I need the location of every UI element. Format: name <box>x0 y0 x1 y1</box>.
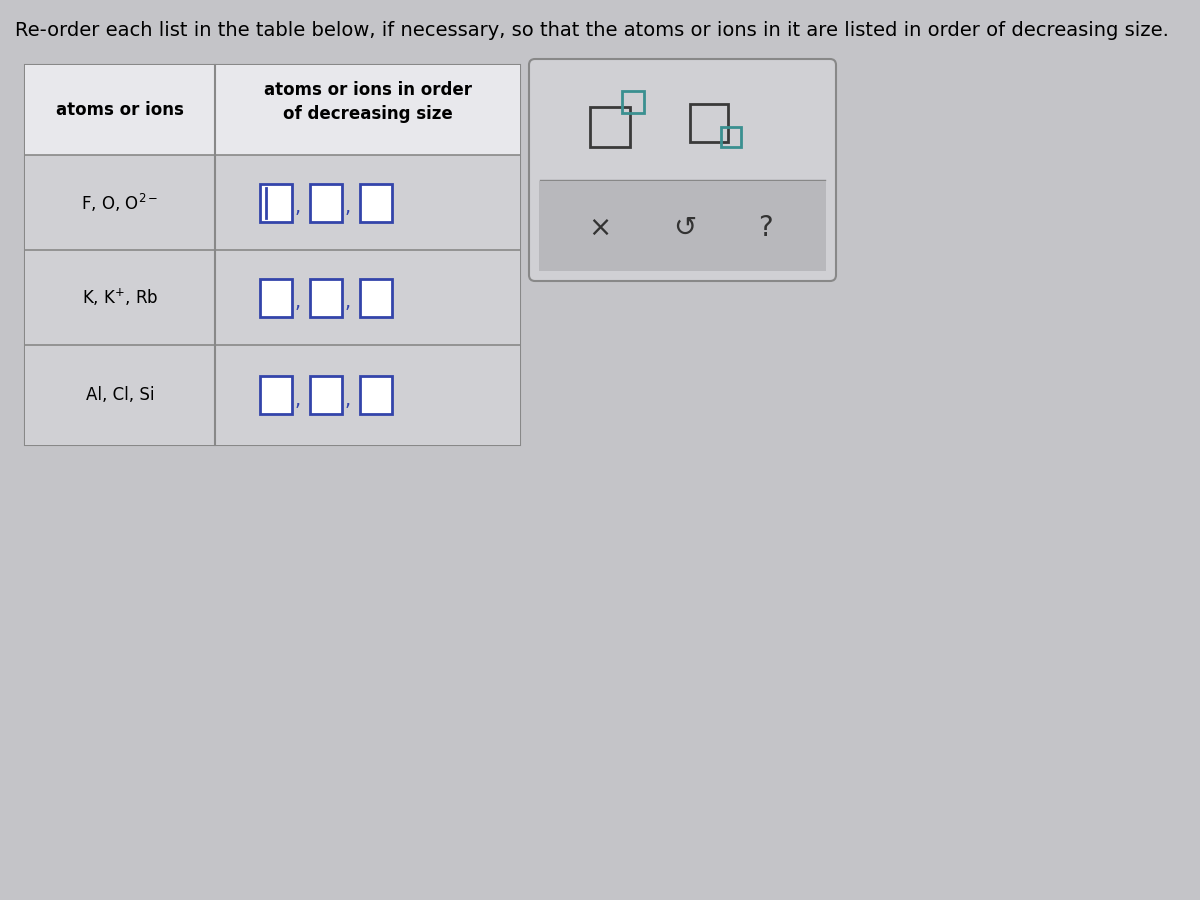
Bar <box>590 106 630 147</box>
Text: ,: , <box>295 391 301 410</box>
Text: ?: ? <box>757 213 773 241</box>
Text: atoms or ions in order
of decreasing size: atoms or ions in order of decreasing siz… <box>264 81 472 122</box>
Text: K, K$^{+}$, Rb: K, K$^{+}$, Rb <box>82 287 158 308</box>
Text: ↺: ↺ <box>673 213 697 241</box>
Bar <box>310 278 342 317</box>
Text: ,: , <box>295 198 301 217</box>
Bar <box>360 278 392 317</box>
Bar <box>25 345 520 445</box>
Bar <box>260 184 292 221</box>
Text: F, O, O$^{2-}$: F, O, O$^{2-}$ <box>82 192 158 213</box>
FancyBboxPatch shape <box>529 59 836 281</box>
Bar <box>360 376 392 414</box>
Text: ,: , <box>295 293 301 312</box>
Bar <box>25 65 520 445</box>
Bar <box>25 155 520 250</box>
Bar <box>690 104 728 141</box>
Bar <box>310 376 342 414</box>
Bar <box>260 278 292 317</box>
Bar <box>622 91 644 112</box>
Text: ,: , <box>344 391 352 410</box>
Bar <box>539 181 826 271</box>
Bar <box>721 127 742 147</box>
Text: Al, Cl, Si: Al, Cl, Si <box>85 386 155 404</box>
Text: ,: , <box>344 293 352 312</box>
Text: ,: , <box>344 198 352 217</box>
Bar <box>25 65 520 155</box>
Text: Re-order each list in the table below, if necessary, so that the atoms or ions i: Re-order each list in the table below, i… <box>14 21 1169 40</box>
Bar <box>260 376 292 414</box>
Text: atoms or ions: atoms or ions <box>56 101 184 119</box>
Text: ×: × <box>588 213 612 241</box>
Bar <box>25 250 520 345</box>
Bar <box>310 184 342 221</box>
Bar <box>360 184 392 221</box>
